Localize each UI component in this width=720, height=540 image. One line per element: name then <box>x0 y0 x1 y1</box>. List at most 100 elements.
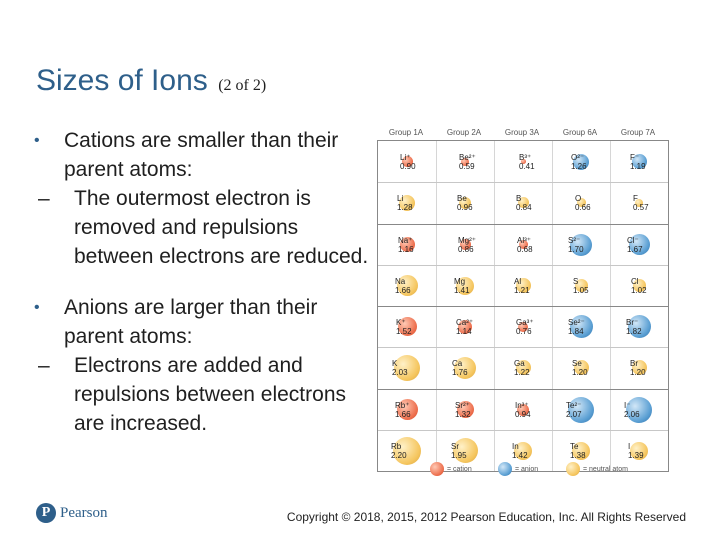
radius-value: 1.66 <box>395 409 411 419</box>
ion-cell: Ga³⁺ 0.76 <box>494 306 552 347</box>
ion-cell: Mg²⁺ 0.86 <box>436 224 494 265</box>
element-symbol: Rb <box>391 441 402 451</box>
element-symbol: O <box>575 194 582 204</box>
cation-sphere-icon <box>519 239 528 249</box>
neutral-sphere-icon <box>453 437 478 463</box>
sub-bullet-item: – Electrons are added and repulsions bet… <box>34 351 379 438</box>
element-symbol: Te²⁻ <box>566 400 582 410</box>
radius-value: 1.84 <box>568 327 584 336</box>
anion-sphere-icon <box>629 233 650 255</box>
anion-sphere-icon <box>628 315 651 338</box>
anion-sphere-icon <box>570 315 593 338</box>
element-symbol: Ga <box>514 359 525 369</box>
cation-sphere-icon <box>518 322 528 332</box>
radius-value: 1.70 <box>568 244 584 254</box>
ion-cell: Al 1.21 <box>494 265 552 306</box>
cation-sphere-icon <box>400 236 415 252</box>
radius-value: 2.20 <box>391 450 407 460</box>
element-symbol: Sr <box>451 441 459 451</box>
element-symbol: O²⁻ <box>571 153 585 162</box>
radius-value: 1.02 <box>631 285 647 295</box>
radius-value: 1.22 <box>514 368 530 378</box>
element-symbol: Al³⁺ <box>517 235 531 245</box>
ion-cell: In 1.42 <box>494 430 552 471</box>
neutral-sphere-icon <box>514 441 532 460</box>
radius-value: 1.66 <box>395 285 411 295</box>
element-symbol: Ca²⁺ <box>456 318 474 327</box>
ion-cell: In³⁺ 0.94 <box>494 389 552 430</box>
ion-cell: F 0.57 <box>610 182 668 223</box>
element-symbol: Be²⁺ <box>459 153 476 162</box>
element-symbol: S²⁻ <box>568 235 581 245</box>
cation-swatch-icon <box>430 462 444 476</box>
pearson-logo: P Pearson <box>36 503 108 523</box>
sub-bullet-text: The outermost electron is removed and re… <box>74 187 369 268</box>
radius-value: 1.95 <box>451 450 467 460</box>
neutral-sphere-icon <box>630 441 648 460</box>
ion-cell: Cl 1.02 <box>610 265 668 306</box>
neutral-swatch-icon <box>566 462 580 476</box>
element-symbol: Te <box>570 441 579 451</box>
element-symbol: Mg <box>454 276 466 286</box>
neutral-sphere-icon <box>454 357 476 380</box>
neutral-sphere-icon <box>516 277 531 293</box>
radius-value: 1.41 <box>454 285 470 295</box>
element-symbol: I⁻ <box>624 400 631 410</box>
element-symbol: Cl <box>631 276 639 286</box>
radius-value: 1.32 <box>455 409 471 419</box>
sub-bullet-marker: – <box>38 187 50 210</box>
legend-label: = anion <box>515 465 539 473</box>
element-symbol: Rb⁺ <box>395 400 410 410</box>
radius-value: 1.67 <box>627 244 643 254</box>
radius-value: 1.05 <box>573 285 589 295</box>
radius-value: 0.86 <box>458 244 474 254</box>
element-symbol: Be <box>457 194 467 204</box>
neutral-sphere-icon <box>635 199 643 208</box>
cation-sphere-icon <box>398 317 417 336</box>
legend-cation: = cation <box>430 462 472 476</box>
radius-value: 1.52 <box>396 327 412 336</box>
group-header: Group 2A <box>446 128 482 137</box>
radius-value: 1.20 <box>572 368 588 378</box>
element-symbol: Br <box>630 359 638 369</box>
group-header: Group 1A <box>388 128 424 137</box>
radius-value: 1.14 <box>456 327 472 336</box>
radius-value: 1.39 <box>628 450 644 460</box>
radius-value: 1.20 <box>630 368 646 378</box>
element-symbol: B³⁺ <box>519 153 532 162</box>
title-sub: (2 of 2) <box>218 77 267 94</box>
ion-cell: Mg 1.41 <box>436 265 494 306</box>
ion-cell: Te 1.38 <box>552 430 610 471</box>
element-symbol: F⁻ <box>630 153 640 162</box>
ion-cell: Be 0.96 <box>436 182 494 223</box>
neutral-sphere-icon <box>394 355 420 382</box>
element-symbol: Br⁻ <box>626 318 639 327</box>
ion-cell: O²⁻ 1.26 <box>552 141 610 182</box>
ion-cell: S 1.05 <box>552 265 610 306</box>
radius-value: 2.03 <box>392 368 408 378</box>
neutral-sphere-icon <box>518 197 529 209</box>
ion-cell: Na⁺ 1.16 <box>378 224 436 265</box>
group-header: Group 6A <box>562 128 598 137</box>
element-symbol: K <box>392 359 398 369</box>
neutral-sphere-icon <box>393 436 421 465</box>
anion-sphere-icon <box>626 396 652 423</box>
neutral-sphere-icon <box>459 197 471 210</box>
element-symbol: F <box>633 194 638 204</box>
sub-bullet-item: – The outermost electron is removed and … <box>34 184 379 271</box>
ion-cell: B 0.84 <box>494 182 552 223</box>
bullet-marker: • <box>34 299 40 316</box>
element-symbol: Se²⁻ <box>568 318 585 327</box>
element-symbol: Li <box>397 194 404 204</box>
slide-title: Sizes of Ions (2 of 2) <box>36 64 266 98</box>
element-symbol: S <box>573 276 579 286</box>
radius-value: 0.57 <box>633 203 649 213</box>
neutral-sphere-icon <box>399 195 415 212</box>
element-symbol: Ca <box>452 359 463 369</box>
neutral-sphere-icon <box>632 360 647 376</box>
cation-sphere-icon <box>458 320 472 334</box>
element-symbol: Na <box>395 276 406 286</box>
radius-value: 1.42 <box>512 450 528 460</box>
neutral-sphere-icon <box>397 274 418 296</box>
ion-cell: Br 1.20 <box>610 347 668 388</box>
